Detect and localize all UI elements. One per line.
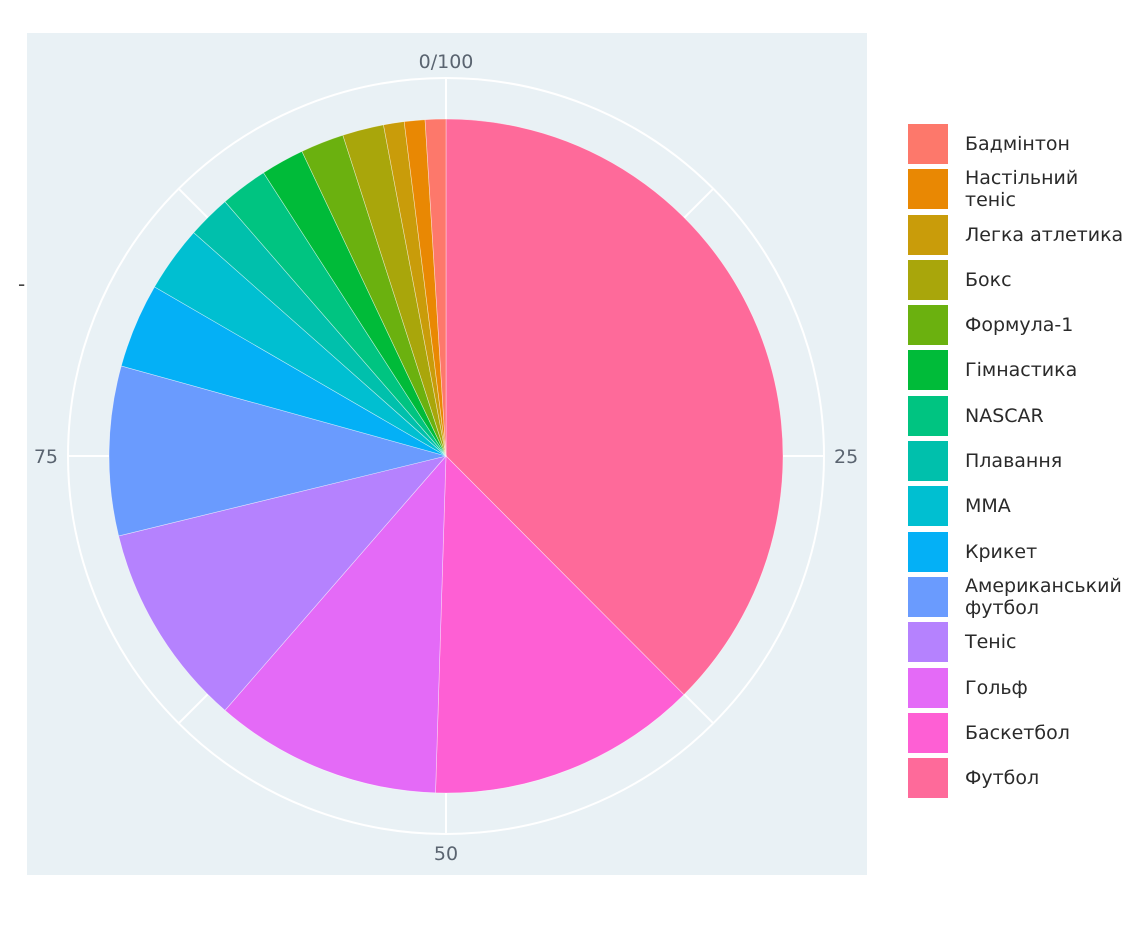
legend-item[interactable]: Плавання xyxy=(908,441,1133,486)
legend-swatch xyxy=(908,622,948,663)
legend-label: Теніс xyxy=(965,631,1017,654)
legend-label: Американський футбол xyxy=(965,574,1122,619)
legend-item[interactable]: Бадмінтон xyxy=(908,124,1133,169)
legend-label: NASCAR xyxy=(965,404,1044,427)
pie-slices xyxy=(108,118,784,794)
legend-label: Гольф xyxy=(965,676,1028,699)
angular-tick-label: 75 xyxy=(34,446,58,468)
legend-swatch xyxy=(908,259,948,300)
legend-label: Бадмінтон xyxy=(965,133,1070,155)
legend-swatch xyxy=(908,531,948,572)
legend-label: Футбол xyxy=(965,767,1040,790)
pie-slice-14 xyxy=(424,118,447,457)
axis-dash-mark: - xyxy=(18,272,26,296)
legend-swatch xyxy=(908,758,948,799)
angular-tick-label: 0/100 xyxy=(419,51,474,73)
legend-swatch xyxy=(908,305,948,346)
angular-tick-label: 25 xyxy=(834,446,858,468)
legend-swatch xyxy=(908,441,948,482)
pie-slice-3 xyxy=(118,455,447,711)
legend-item[interactable]: MMA xyxy=(908,486,1133,531)
legend-swatch xyxy=(908,169,948,210)
pie-slice-4 xyxy=(108,365,448,537)
legend-item[interactable]: Гольф xyxy=(908,667,1133,713)
legend-swatch xyxy=(908,214,948,255)
legend-swatch xyxy=(908,712,948,753)
legend-item[interactable]: Американський футбол xyxy=(908,574,1133,622)
legend-swatch xyxy=(908,667,948,708)
legend-label: Формула-1 xyxy=(965,314,1074,337)
legend-label: Крикет xyxy=(965,540,1038,563)
legend-item[interactable]: Теніс xyxy=(908,622,1133,667)
angular-tick-labels: 0/100 25 50 75 xyxy=(34,51,858,865)
legend-item[interactable]: Настільний теніс xyxy=(908,167,1133,214)
legend-label: Настільний теніс xyxy=(965,167,1079,212)
legend-item[interactable]: Формула-1 xyxy=(908,305,1133,350)
legend: Бадмінтон Настільний теніс Легка атлетика Б… xyxy=(908,124,1133,803)
legend-label: Легка атлетика xyxy=(965,223,1124,246)
legend-item[interactable]: Легка атлетика xyxy=(908,214,1133,260)
legend-label: Баскетбол xyxy=(965,721,1070,744)
legend-item[interactable]: Бокс xyxy=(908,259,1133,305)
legend-label: Гімнастика xyxy=(965,359,1078,382)
legend-item[interactable]: Крикет xyxy=(908,531,1133,577)
legend-swatch xyxy=(908,350,948,391)
legend-item[interactable]: Футбол xyxy=(908,758,1133,803)
legend-label: Плавання xyxy=(965,450,1063,473)
legend-label: MMA xyxy=(965,495,1011,518)
legend-swatch xyxy=(908,124,948,164)
angular-tick-label: 50 xyxy=(434,843,458,865)
legend-swatch xyxy=(908,576,948,617)
legend-swatch xyxy=(908,395,948,436)
legend-item[interactable]: Гімнастика xyxy=(908,350,1133,395)
legend-item[interactable]: NASCAR xyxy=(908,395,1133,441)
legend-swatch xyxy=(908,486,948,527)
pie-slice-2 xyxy=(224,455,447,794)
legend-label: Бокс xyxy=(965,268,1012,291)
pie-slice-0 xyxy=(445,118,784,696)
legend-item[interactable]: Баскетбол xyxy=(908,712,1133,758)
pie-slice-1 xyxy=(435,455,685,794)
